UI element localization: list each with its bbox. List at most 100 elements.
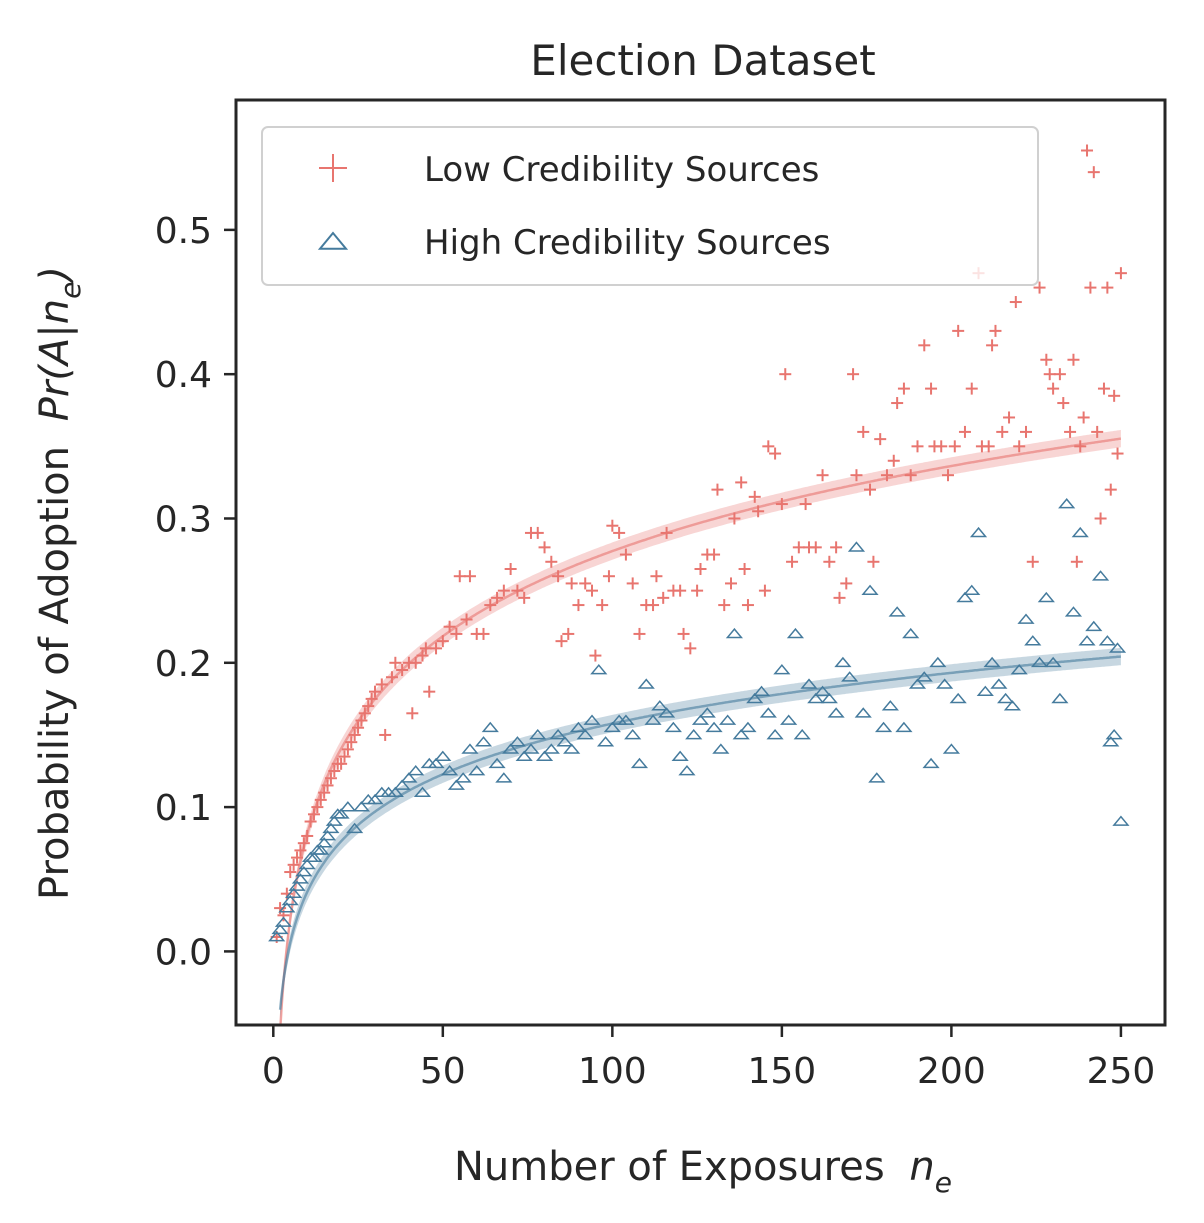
- data-point-low-67: [589, 649, 602, 662]
- data-point-low-31: [379, 728, 392, 741]
- data-point-low-135: [982, 440, 995, 453]
- data-point-high-116: [990, 678, 1008, 689]
- data-point-low-146: [1043, 368, 1056, 381]
- data-point-low-118: [880, 469, 893, 482]
- data-point-low-156: [1084, 281, 1097, 294]
- data-point-high-92: [827, 707, 845, 718]
- data-point-low-94: [741, 599, 754, 612]
- data-point-high-72: [691, 714, 710, 725]
- data-point-low-53: [504, 562, 517, 575]
- data-point-high-17: [325, 815, 343, 826]
- x-axis-label-text: Number of Exposures: [454, 1144, 885, 1190]
- data-point-low-44: [450, 627, 463, 640]
- data-point-high-135: [1108, 642, 1127, 653]
- data-point-high-84: [773, 664, 791, 675]
- data-point-high-20: [339, 801, 357, 812]
- data-point-high-83: [766, 728, 784, 740]
- data-point-low-54: [511, 584, 524, 597]
- data-point-low-92: [735, 476, 748, 489]
- data-point-low-124: [918, 339, 931, 352]
- data-point-low-137: [989, 324, 1002, 337]
- data-point-high-136: [1112, 815, 1130, 826]
- x-tick-label-4: 200: [917, 1051, 986, 1092]
- data-point-low-30: [375, 678, 388, 691]
- data-point-high-73: [698, 707, 716, 718]
- data-point-high-70: [678, 765, 696, 776]
- fit-line-0: [279, 437, 1122, 1025]
- data-point-high-105: [915, 671, 933, 682]
- data-point-low-153: [1074, 440, 1087, 453]
- data-point-high-101: [888, 606, 906, 617]
- data-point-low-120: [891, 397, 904, 410]
- data-point-low-161: [1101, 281, 1114, 294]
- data-point-low-89: [718, 599, 731, 612]
- data-point-low-23: [348, 728, 361, 741]
- y-tick-label-4: 0.4: [155, 355, 212, 396]
- data-point-high-87: [793, 728, 811, 740]
- data-point-low-73: [626, 577, 639, 590]
- data-point-high-63: [630, 757, 649, 769]
- data-point-high-14: [315, 837, 333, 848]
- data-point-low-108: [823, 555, 836, 568]
- data-point-low-10: [304, 815, 317, 828]
- data-point-high-94: [841, 671, 859, 682]
- data-point-low-121: [897, 382, 910, 395]
- chart-title: Election Dataset: [530, 36, 875, 85]
- data-point-low-87: [708, 548, 721, 561]
- data-point-low-12: [311, 801, 324, 814]
- data-point-high-96: [854, 707, 872, 718]
- x-tick-label-0: 0: [262, 1051, 285, 1092]
- data-point-high-54: [569, 721, 588, 733]
- data-point-high-33: [427, 757, 445, 769]
- data-point-low-70: [606, 519, 619, 532]
- data-point-low-125: [925, 382, 938, 395]
- data-point-high-43: [495, 772, 513, 783]
- data-point-high-126: [1058, 498, 1076, 509]
- data-point-high-113: [969, 526, 988, 538]
- fit-band-1: [280, 647, 1121, 1019]
- data-point-high-1: [271, 923, 289, 935]
- data-point-high-24: [366, 793, 384, 805]
- data-point-low-93: [738, 562, 751, 575]
- data-point-low-154: [1077, 411, 1090, 424]
- data-point-high-132: [1098, 635, 1116, 646]
- data-point-high-50: [542, 743, 560, 754]
- data-point-high-134: [1105, 728, 1123, 740]
- data-point-high-109: [942, 743, 960, 754]
- data-point-low-116: [867, 555, 880, 568]
- data-point-high-34: [434, 750, 452, 761]
- data-point-low-72: [619, 548, 632, 561]
- data-point-low-65: [579, 577, 592, 590]
- data-point-high-81: [752, 685, 771, 697]
- data-point-low-99: [769, 447, 782, 460]
- data-point-high-9: [298, 858, 316, 870]
- data-point-low-96: [752, 505, 765, 518]
- data-point-low-45: [453, 570, 466, 583]
- data-point-low-145: [1040, 353, 1053, 366]
- data-point-low-37: [409, 656, 422, 669]
- data-point-low-57: [531, 526, 544, 539]
- fit-line-1: [278, 655, 1122, 1010]
- data-point-high-71: [685, 728, 703, 740]
- data-point-high-86: [786, 627, 805, 639]
- data-point-low-32: [385, 671, 398, 684]
- y-axis-label-subscript: e: [54, 282, 87, 299]
- data-point-low-106: [809, 541, 822, 554]
- data-point-low-114: [857, 425, 870, 438]
- data-point-low-123: [911, 440, 924, 453]
- y-tick-label-3: 0.3: [155, 499, 212, 540]
- data-point-low-113: [850, 469, 863, 482]
- data-point-low-71: [613, 526, 626, 539]
- data-point-low-58: [538, 541, 551, 554]
- data-point-low-79: [660, 526, 673, 539]
- data-point-high-78: [732, 728, 750, 740]
- data-point-low-63: [565, 577, 578, 590]
- data-point-high-39: [468, 765, 486, 776]
- y-tick-label-1: 0.1: [155, 788, 212, 829]
- data-point-low-157: [1087, 166, 1100, 179]
- data-point-high-118: [1003, 700, 1022, 711]
- data-point-high-45: [508, 736, 527, 747]
- data-point-high-120: [1017, 613, 1035, 624]
- x-axis-label: Number of Exposures ne: [454, 1144, 952, 1199]
- legend-triangle-marker: [317, 231, 349, 250]
